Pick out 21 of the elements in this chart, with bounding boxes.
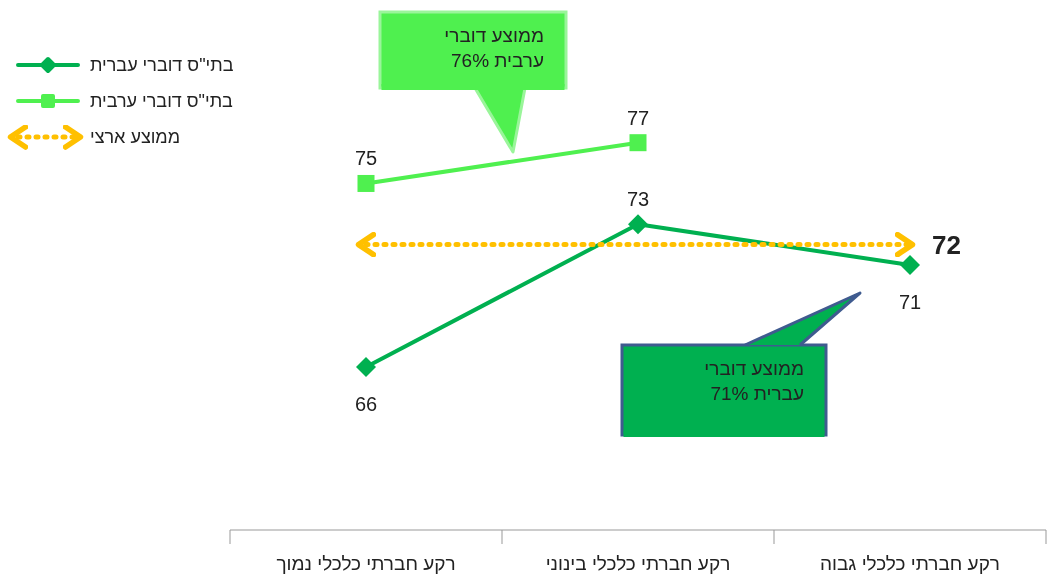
point — [900, 255, 920, 275]
data-label: 66 — [354, 392, 378, 415]
point — [629, 134, 647, 152]
data-label: 72 — [932, 229, 961, 260]
annotation: ממוצע דוברי עברית 71% — [704, 358, 804, 404]
point — [357, 174, 375, 192]
data-label: 71 — [898, 291, 922, 313]
x-tick-label: רקע חברתי כלכלי נמוך — [276, 553, 456, 574]
legend-label: בתי"ס דוברי עברית — [90, 55, 234, 75]
point — [628, 214, 648, 235]
callout: ממוצע דוברי עברית 71% — [620, 291, 862, 437]
x-tick-label: רקע חברתי כלכלי בינוני — [545, 553, 731, 574]
point — [356, 356, 376, 377]
legend-label: בתי"ס דוברי ערבית — [90, 91, 234, 111]
annotation: ממוצע דוברי ערבית 76% — [444, 25, 544, 71]
callout: ממוצע דוברי ערבית 76% — [378, 10, 568, 154]
data-label: 73 — [626, 188, 650, 211]
data-label: 75 — [354, 147, 378, 170]
data-label: 77 — [626, 106, 650, 129]
legend-label: ממוצע ארצי — [90, 127, 181, 147]
x-tick-label: רקע חברתי כלכלי גבוה — [819, 553, 1001, 574]
